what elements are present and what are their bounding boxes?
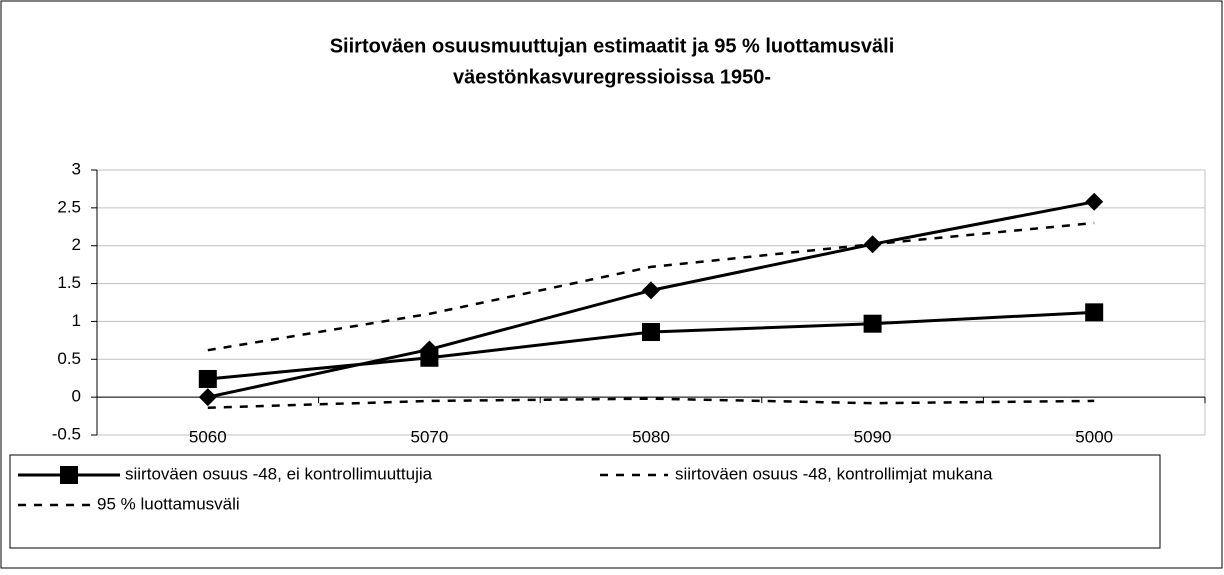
legend-label: siirtoväen osuus -48, kontrollimjat muka… [675,464,993,483]
y-tick-label: 0.5 [57,349,81,368]
y-tick-label: 2 [72,235,81,254]
y-tick-label: 0 [72,387,81,406]
legend-marker [60,466,78,484]
y-tick-label: 1.5 [57,273,81,292]
marker [1085,192,1104,211]
marker [642,281,660,300]
x-tick-label: 5000 [1075,427,1113,446]
x-tick-label: 5090 [854,427,892,446]
marker [863,314,882,333]
marker [198,388,217,407]
chart-title: väestönkasvuregressioissa 1950- [453,66,771,88]
interval-lower [207,397,1095,409]
chart-title: Siirtoväen osuusmuuttujan estimaatit ja … [330,35,895,57]
legend-label: siirtoväen osuus -48, ei kontrollimuuttu… [125,464,433,483]
y-tick-label: 2.5 [57,197,81,216]
interval-upper [207,221,1095,352]
marker [642,323,660,342]
x-tick-label: 5060 [189,427,227,446]
legend-box [9,454,1161,549]
x-tick-label: 5080 [632,427,670,446]
y-tick-label: -0.5 [52,424,81,443]
y-tick-label: 1 [72,311,81,330]
marker [198,369,217,388]
marker [863,235,882,254]
marker [1085,303,1104,322]
x-tick-label: 5070 [410,427,448,446]
marker [420,340,439,359]
y-tick-label: 3 [72,159,81,178]
legend-label: 95 % luottamusväli [97,494,240,513]
